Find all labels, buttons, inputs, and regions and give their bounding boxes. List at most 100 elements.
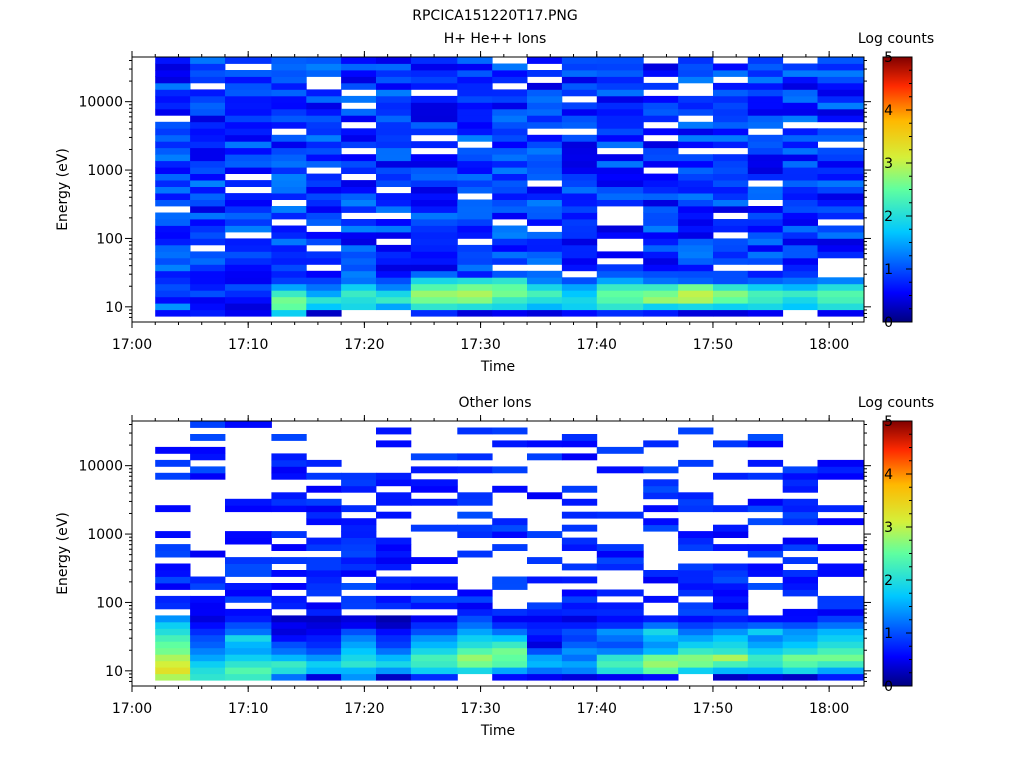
heatmap-cell <box>782 199 818 207</box>
heatmap-cell <box>596 115 644 123</box>
heatmap-cell <box>817 57 865 64</box>
heatmap-cell <box>817 70 865 77</box>
heatmap-cell <box>155 180 191 187</box>
heatmap-cell <box>155 544 191 551</box>
heatmap-cell <box>457 231 493 239</box>
heatmap-cell <box>782 660 818 668</box>
heatmap-cell <box>190 225 226 233</box>
heatmap-cell <box>747 95 784 103</box>
heatmap-cell <box>271 193 307 200</box>
heatmap-cell <box>678 531 714 538</box>
heatmap-cell <box>457 660 493 668</box>
heatmap-cell <box>410 296 458 304</box>
heatmap-cell <box>306 290 342 298</box>
heatmap-cell <box>747 296 784 304</box>
heatmap-cell <box>376 225 412 233</box>
heatmap-cell <box>376 660 412 668</box>
heatmap-cell <box>643 667 679 675</box>
heatmap-cell <box>190 660 226 668</box>
heatmap-cell <box>376 479 412 487</box>
heatmap-cell <box>561 283 598 291</box>
heatmap-cell <box>747 141 784 149</box>
heatmap-cell <box>713 309 749 317</box>
heatmap-cell <box>271 134 307 142</box>
heatmap-cell <box>561 264 598 272</box>
heatmap-cell <box>225 270 272 278</box>
heatmap-cell <box>782 244 818 252</box>
heatmap-cell <box>190 421 226 428</box>
heatmap-cell <box>713 82 749 90</box>
heatmap-cell <box>271 212 307 220</box>
heatmap-cell <box>596 186 644 194</box>
heatmap-cell <box>747 219 784 226</box>
heatmap-cell <box>713 154 749 162</box>
heatmap-cell <box>376 115 412 123</box>
heatmap-cell <box>643 621 679 629</box>
heatmap-cell <box>596 667 644 675</box>
heatmap-cell <box>410 667 458 675</box>
y-tick-label: 10 <box>105 300 123 316</box>
heatmap-cell <box>782 479 818 487</box>
heatmap-cell <box>643 595 679 603</box>
heatmap-cell <box>747 309 784 317</box>
heatmap-cell <box>155 193 191 200</box>
heatmap-cell <box>306 608 342 616</box>
heatmap-cell <box>747 82 784 90</box>
heatmap-cell <box>190 257 226 265</box>
heatmap-cell <box>225 244 272 252</box>
heatmap-cell <box>225 167 272 174</box>
heatmap-cell <box>376 134 412 142</box>
heatmap-cell <box>561 296 598 304</box>
heatmap-cell <box>410 479 458 487</box>
heatmap-cell <box>376 537 412 545</box>
heatmap-cell <box>306 673 342 681</box>
heatmap-cell <box>561 121 598 129</box>
heatmap-cell <box>492 654 528 662</box>
heatmap-cell <box>643 576 679 584</box>
heatmap-cell <box>561 621 598 629</box>
heatmap-cell <box>341 141 377 149</box>
heatmap-cell <box>527 270 563 278</box>
heatmap-cell <box>155 283 191 291</box>
heatmap-cell <box>341 277 377 285</box>
plot-frame <box>131 56 865 323</box>
heatmap-cell <box>782 212 818 220</box>
heatmap-cell <box>225 296 272 304</box>
heatmap-cell <box>457 647 493 655</box>
heatmap-cell <box>527 193 563 200</box>
heatmap-cell <box>271 283 307 291</box>
heatmap-cell <box>678 141 714 149</box>
heatmap-cell <box>643 505 679 513</box>
heatmap-cell <box>596 563 644 571</box>
heatmap-cell <box>561 537 598 545</box>
heatmap-cell <box>341 472 377 480</box>
heatmap-cell <box>341 615 377 623</box>
heatmap-cell <box>817 89 865 97</box>
heatmap-cell <box>492 95 528 103</box>
heatmap-cell <box>561 647 598 655</box>
heatmap-cell <box>747 654 784 662</box>
heatmap-cell <box>678 667 714 675</box>
heatmap-cell <box>190 673 226 681</box>
heatmap-cell <box>596 95 644 103</box>
heatmap-cell <box>561 511 598 519</box>
heatmap-cell <box>527 173 563 181</box>
heatmap-cell <box>747 89 784 97</box>
heatmap-cell <box>678 641 714 649</box>
heatmap-cell <box>561 76 598 84</box>
heatmap-cell <box>410 647 458 655</box>
heatmap-cell <box>225 134 272 142</box>
heatmap-cell <box>225 277 272 285</box>
heatmap-cell <box>410 257 458 265</box>
heatmap-cell <box>190 434 226 441</box>
heatmap-cell <box>457 615 493 623</box>
heatmap-cell <box>643 570 679 577</box>
heatmap-cell <box>527 453 563 461</box>
heatmap-cell <box>376 303 412 311</box>
heatmap-cell <box>678 621 714 629</box>
heatmap-cell <box>817 595 865 603</box>
heatmap-cell <box>817 570 865 577</box>
heatmap-cell <box>678 257 714 265</box>
heatmap-cell <box>492 186 528 194</box>
heatmap-cell <box>747 76 784 84</box>
